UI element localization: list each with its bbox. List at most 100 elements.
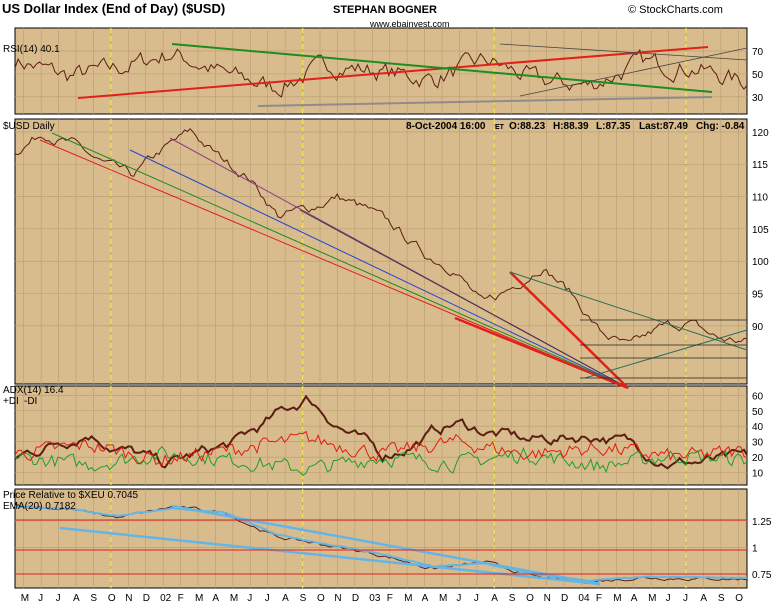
x-tick-label: J xyxy=(265,593,270,604)
x-tick-label: N xyxy=(334,593,341,604)
quote-line: 8-Oct-2004 16:00 ET O:88.23 H:88.39 L:87… xyxy=(406,121,745,132)
x-tick-label: D xyxy=(352,593,359,604)
x-tick-label: A xyxy=(73,593,80,604)
price-ytick-label: 100 xyxy=(752,257,769,268)
x-tick-label: 04 xyxy=(578,593,590,604)
rsi-red-trendline xyxy=(77,46,709,99)
price-red-resistance xyxy=(509,271,629,389)
price-blue-channel xyxy=(129,149,629,389)
x-tick-label: N xyxy=(125,593,132,604)
x-tick-label: O xyxy=(735,593,743,604)
price-red-support xyxy=(454,316,629,390)
price-label: $USD Daily xyxy=(3,121,55,132)
x-tick-label: J xyxy=(247,593,252,604)
x-tick-label: 03 xyxy=(369,593,381,604)
x-tick-label: S xyxy=(300,593,307,604)
relative-lower-trendline xyxy=(59,526,601,586)
rsi-green-trendline xyxy=(171,43,713,93)
x-tick-label: F xyxy=(596,593,602,604)
adx-series-line xyxy=(14,446,748,476)
x-tick-label: O xyxy=(108,593,116,604)
x-tick-label: M xyxy=(404,593,412,604)
x-tick-label: M xyxy=(648,593,656,604)
relative-ytick-label: 0.75 xyxy=(752,570,772,581)
adx-ytick-label: 60 xyxy=(752,391,764,402)
x-tick-label: S xyxy=(90,593,97,604)
price-ytick-label: 90 xyxy=(752,322,764,333)
x-tick-label: M xyxy=(613,593,621,604)
x-tick-label: J xyxy=(666,593,671,604)
adx-ytick-label: 40 xyxy=(752,422,764,433)
adx-ytick-label: 20 xyxy=(752,453,764,464)
x-tick-label: J xyxy=(38,593,43,604)
price-ytick-label: 120 xyxy=(752,128,769,139)
price-plot-area xyxy=(14,118,748,385)
adx-series-line xyxy=(14,394,748,470)
relative-ytick-label: 1.25 xyxy=(752,517,772,528)
x-tick-label: S xyxy=(718,593,725,604)
rsi-ytick-label: 30 xyxy=(752,93,764,104)
x-tick-label: A xyxy=(491,593,498,604)
x-tick-label: M xyxy=(195,593,203,604)
price-red-channel xyxy=(39,139,629,389)
chart-title: US Dollar Index (End of Day) ($USD) xyxy=(2,1,225,16)
x-tick-label: J xyxy=(683,593,688,604)
x-tick-label: J xyxy=(56,593,61,604)
price-green-channel xyxy=(51,132,629,389)
x-tick-label: A xyxy=(700,593,707,604)
relative-label: Price Relative to $XEU 0.7045 xyxy=(3,490,139,501)
relative-upper-trendline xyxy=(171,504,601,586)
rsi-ytick-label: 70 xyxy=(752,47,764,58)
quote-open: O:88.23 xyxy=(509,121,546,132)
author-label: STEPHAN BOGNER xyxy=(333,4,437,16)
price-ytick-label: 115 xyxy=(752,160,768,171)
price-ytick-label: 95 xyxy=(752,290,764,301)
x-tick-label: J xyxy=(474,593,479,604)
quote-tz: ET xyxy=(495,124,505,131)
x-tick-label: M xyxy=(439,593,447,604)
rsi-ytick-label: 50 xyxy=(752,70,764,81)
price-ytick-label: 105 xyxy=(752,225,769,236)
price-panel: 90 95 100 105 110 115 120 xyxy=(14,118,769,385)
rsi-black-trendline xyxy=(519,47,748,97)
x-tick-label: J xyxy=(456,593,461,604)
adx-plot-area xyxy=(14,385,748,486)
price-teal-lower xyxy=(584,329,748,379)
x-tick-label: M xyxy=(21,593,29,604)
adx-panel: 10 20 30 40 50 60 xyxy=(14,385,764,486)
ema-label: EMA(20) 0.7182 xyxy=(3,501,76,512)
x-tick-label: D xyxy=(561,593,568,604)
x-tick-label: A xyxy=(212,593,219,604)
price-teal-upper xyxy=(509,271,748,351)
minus-di-label: -DI xyxy=(24,396,37,407)
relative-ytick-label: 1 xyxy=(752,544,758,555)
quote-high: H:88.39 xyxy=(553,121,589,132)
quote-low: L:87.35 xyxy=(596,121,631,132)
rsi-gray-trendline xyxy=(257,96,713,107)
x-tick-label: O xyxy=(317,593,325,604)
quote-date: 8-Oct-2004 16:00 xyxy=(406,121,486,132)
plus-di-label: +DI xyxy=(3,396,19,407)
price-black-channel xyxy=(299,209,629,389)
rsi-series-line xyxy=(14,48,748,98)
rsi-panel: 30 50 70 xyxy=(14,27,764,115)
x-tick-label: F xyxy=(178,593,184,604)
rsi-black-trendline xyxy=(499,43,748,61)
x-tick-label: A xyxy=(422,593,429,604)
x-tick-label: O xyxy=(526,593,534,604)
adx-ytick-label: 50 xyxy=(752,407,764,418)
relative-panel: 0.75 1 1.25 xyxy=(14,488,772,589)
quote-last: Last:87.49 xyxy=(639,121,688,132)
adx-series-line xyxy=(14,430,748,467)
relative-plot-area xyxy=(14,488,748,589)
x-tick-label: F xyxy=(387,593,393,604)
panels: 30 50 70 90 95 100 105 110 115 120 10 20 30 40 50 60 0.7… xyxy=(14,27,772,604)
adx-label: ADX(14) 16.4 xyxy=(3,385,64,396)
x-tick-label: A xyxy=(631,593,638,604)
relative-series-line xyxy=(14,505,748,582)
adx-ytick-label: 10 xyxy=(752,469,764,480)
quote-change: Chg: -0.84 xyxy=(696,121,745,132)
x-tick-label: 02 xyxy=(160,593,172,604)
x-tick-label: A xyxy=(282,593,289,604)
